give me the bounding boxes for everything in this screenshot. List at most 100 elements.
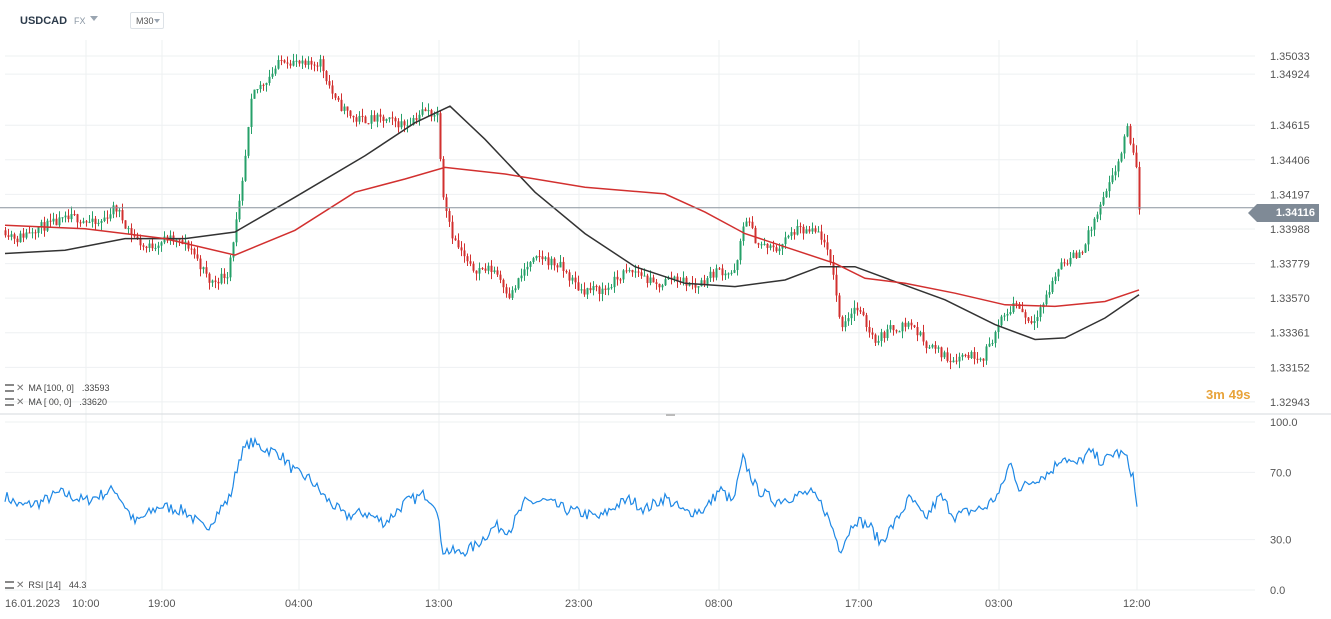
candle-body <box>97 222 100 224</box>
candle-body <box>325 71 328 82</box>
settings-lines-icon[interactable] <box>5 397 14 406</box>
close-icon[interactable]: ✕ <box>16 397 25 408</box>
settings-lines-icon[interactable] <box>5 580 14 589</box>
candle-body <box>373 115 376 122</box>
candle-body <box>157 245 160 248</box>
candle-body <box>421 109 424 115</box>
candle-body <box>634 271 637 273</box>
candle-body <box>934 345 937 349</box>
candle-body <box>988 343 991 347</box>
candle-body <box>13 234 16 239</box>
candle-body <box>310 60 313 65</box>
candle-body <box>286 62 289 64</box>
candle-body <box>127 228 130 230</box>
candle-body <box>79 222 82 224</box>
candle-body <box>589 288 592 291</box>
candle-body <box>28 232 31 234</box>
candle-body <box>214 280 217 282</box>
candle-body <box>583 289 586 295</box>
candle-body <box>559 261 562 268</box>
symbol-label[interactable]: USDCAD <box>20 15 68 27</box>
candle-body <box>784 237 787 245</box>
candle-body <box>508 293 511 298</box>
candle-body <box>967 355 970 359</box>
candle-body <box>337 97 340 100</box>
x-tick-label: 19:00 <box>148 598 176 610</box>
ma-slow-line <box>4 105 1140 341</box>
close-icon[interactable]: ✕ <box>16 580 25 591</box>
candle-body <box>622 270 625 280</box>
candle-body <box>283 60 286 63</box>
candle-body <box>964 354 967 356</box>
candle-body <box>241 180 244 201</box>
candle-body <box>841 316 844 328</box>
candle-body <box>871 332 874 335</box>
candle-body <box>406 125 409 127</box>
candle-body <box>175 239 178 242</box>
ma-fast-value: .33620 <box>79 397 107 407</box>
settings-lines-icon[interactable] <box>5 383 14 392</box>
candle-body <box>316 65 319 67</box>
candle-body <box>958 356 961 362</box>
candle-body <box>520 275 523 279</box>
candle-body <box>61 217 64 219</box>
candle-body <box>652 277 655 283</box>
axes: 1.35033 1.34924 1.34615 1.34406 1.34197 1.339… <box>0 51 1331 610</box>
candle-body <box>148 243 151 248</box>
candle-body <box>1117 161 1120 172</box>
candle-body <box>1096 214 1099 219</box>
candle-body <box>1078 252 1081 258</box>
candle-body <box>340 99 343 111</box>
candle-body <box>1066 263 1069 265</box>
candle-body <box>802 226 805 234</box>
candle-body <box>355 117 358 122</box>
candle-body <box>937 347 940 349</box>
timeframe-select[interactable]: M30 <box>130 12 164 29</box>
candle-body <box>484 268 487 271</box>
candle-body <box>481 268 484 270</box>
candle-body <box>436 113 439 116</box>
candle-body <box>205 267 208 274</box>
ma-fast-line <box>4 166 1140 308</box>
close-icon[interactable]: ✕ <box>16 383 25 394</box>
candle-body <box>364 116 367 124</box>
candle-body <box>727 273 730 275</box>
candle-body <box>397 121 400 128</box>
candle-body <box>703 280 706 285</box>
candle-body <box>76 214 79 223</box>
y-tick-label: 1.32943 <box>1270 397 1310 409</box>
candle-body <box>1123 136 1126 154</box>
candle-body <box>1057 269 1060 277</box>
candle-body <box>271 73 274 77</box>
candle-body <box>388 117 391 120</box>
candle-body <box>346 106 349 111</box>
candle-body <box>457 240 460 248</box>
candle-body <box>514 288 517 291</box>
candle-body <box>1111 175 1114 183</box>
x-tick-label: 08:00 <box>705 598 733 610</box>
candle-body <box>898 331 901 333</box>
x-tick-label: 23:00 <box>565 598 593 610</box>
candle-body <box>610 287 613 289</box>
market-dropdown-caret-icon[interactable] <box>90 16 98 21</box>
candle-body <box>844 321 847 328</box>
candle-body <box>418 114 421 120</box>
candle-body <box>700 280 703 287</box>
candle-body <box>931 345 934 348</box>
candle-body <box>1009 312 1012 315</box>
candle-body <box>424 109 427 112</box>
candle-body <box>694 284 697 288</box>
candle-body <box>487 265 490 271</box>
panel-resize-handle <box>666 414 675 416</box>
candle-body <box>400 121 403 128</box>
candle-body <box>268 76 271 83</box>
candle-body <box>745 221 748 227</box>
candle-body <box>616 276 619 280</box>
candle-body <box>109 214 112 219</box>
candle-body <box>454 238 457 241</box>
candle-body <box>790 232 793 236</box>
candle-body <box>688 283 691 286</box>
candle-body <box>730 272 733 274</box>
candle-body <box>151 243 154 249</box>
